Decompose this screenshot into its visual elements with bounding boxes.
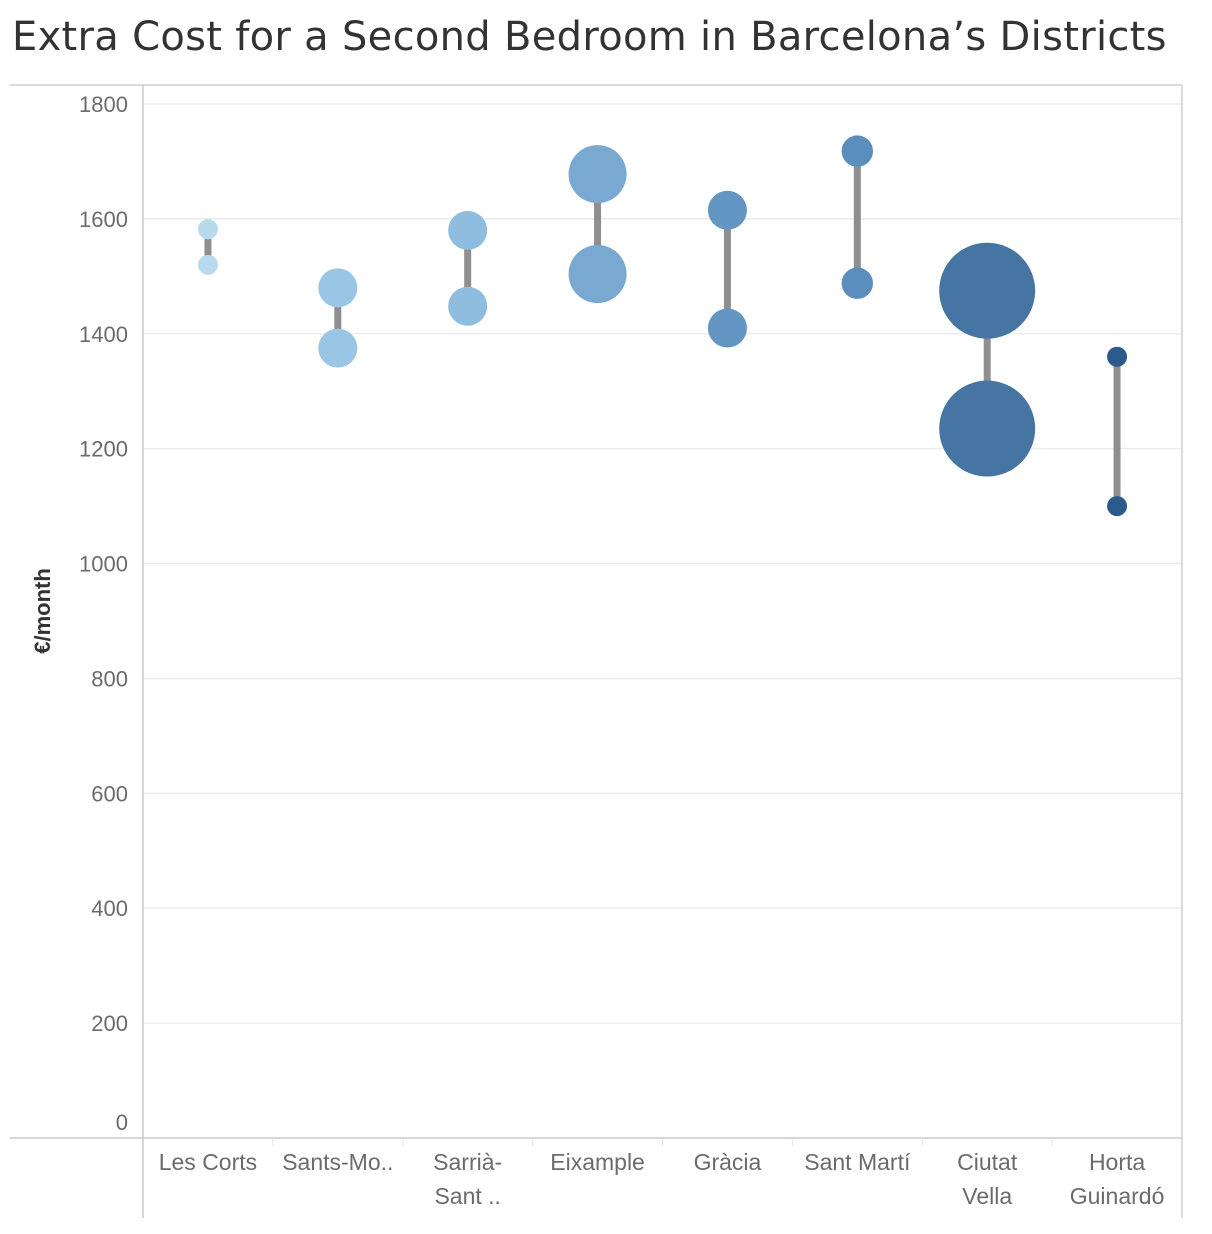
- chart-title: Extra Cost for a Second Bedroom in Barce…: [12, 14, 1167, 60]
- x-category-label: Vella: [962, 1183, 1012, 1209]
- y-tick-label: 400: [91, 896, 128, 921]
- upper-point[interactable]: [1107, 346, 1128, 367]
- x-category-label: Guinardó: [1070, 1183, 1165, 1209]
- lower-point[interactable]: [568, 245, 627, 304]
- x-category-label: Sant Martí: [804, 1149, 911, 1175]
- x-category-labels: Les Corts Sants-Mo.. Sarrià- Sant .. Eixampl…: [159, 1138, 1165, 1209]
- lower-point[interactable]: [197, 254, 218, 275]
- lower-point[interactable]: [707, 308, 747, 348]
- upper-point[interactable]: [197, 219, 218, 240]
- upper-point[interactable]: [939, 242, 1036, 339]
- dumbbell-Eixample: [568, 145, 627, 304]
- y-tick-label: 600: [91, 781, 128, 806]
- dumbbell-Gràcia: [707, 190, 747, 348]
- lower-point[interactable]: [448, 286, 488, 326]
- y-tick-label: 1000: [79, 552, 128, 577]
- y-tick-label: 1200: [79, 437, 128, 462]
- x-category-label: Sarrià-: [433, 1149, 502, 1175]
- lower-point[interactable]: [318, 328, 358, 368]
- y-tick-label: 800: [91, 666, 128, 691]
- upper-point[interactable]: [707, 190, 747, 230]
- x-category-label: Les Corts: [159, 1149, 257, 1175]
- x-category-label: Ciutat: [957, 1149, 1018, 1175]
- y-axis-label: €/month: [30, 568, 55, 654]
- lower-point[interactable]: [841, 267, 874, 299]
- upper-point[interactable]: [568, 145, 627, 204]
- lower-point[interactable]: [1107, 496, 1128, 517]
- gridlines: [143, 103, 1182, 1024]
- dumbbell-Sant Martí: [841, 135, 874, 299]
- dumbbell-Les Corts: [197, 219, 218, 275]
- x-category-label: Sants-Mo..: [282, 1149, 393, 1175]
- x-category-label: Gràcia: [694, 1149, 762, 1175]
- x-category-label: Horta: [1089, 1149, 1145, 1175]
- lower-point[interactable]: [939, 380, 1036, 477]
- y-tick-label: 200: [91, 1011, 128, 1036]
- y-tick-label: 1600: [79, 207, 128, 232]
- dumbbell-Ciutat Vella: [939, 242, 1036, 477]
- dumbbell-Sarrià- Sant ..: [448, 210, 488, 326]
- y-tick-labels: 0 200 400 600 800 1000 1200 1400 1600 1800: [79, 92, 128, 1135]
- dumbbell-Horta Guinardó: [1107, 346, 1128, 517]
- upper-point[interactable]: [448, 210, 488, 250]
- dumbbell-Sants-Mo..: [318, 268, 358, 368]
- upper-point[interactable]: [318, 268, 358, 308]
- dumbbell-marks: [197, 135, 1128, 517]
- x-category-label: Eixample: [550, 1149, 645, 1175]
- upper-point[interactable]: [841, 135, 874, 167]
- y-tick-label: 1400: [79, 322, 128, 347]
- y-tick-label: 0: [116, 1110, 128, 1135]
- x-category-label: Sant ..: [434, 1183, 500, 1209]
- chart-frame: [10, 84, 1183, 1218]
- y-tick-label: 1800: [79, 92, 128, 117]
